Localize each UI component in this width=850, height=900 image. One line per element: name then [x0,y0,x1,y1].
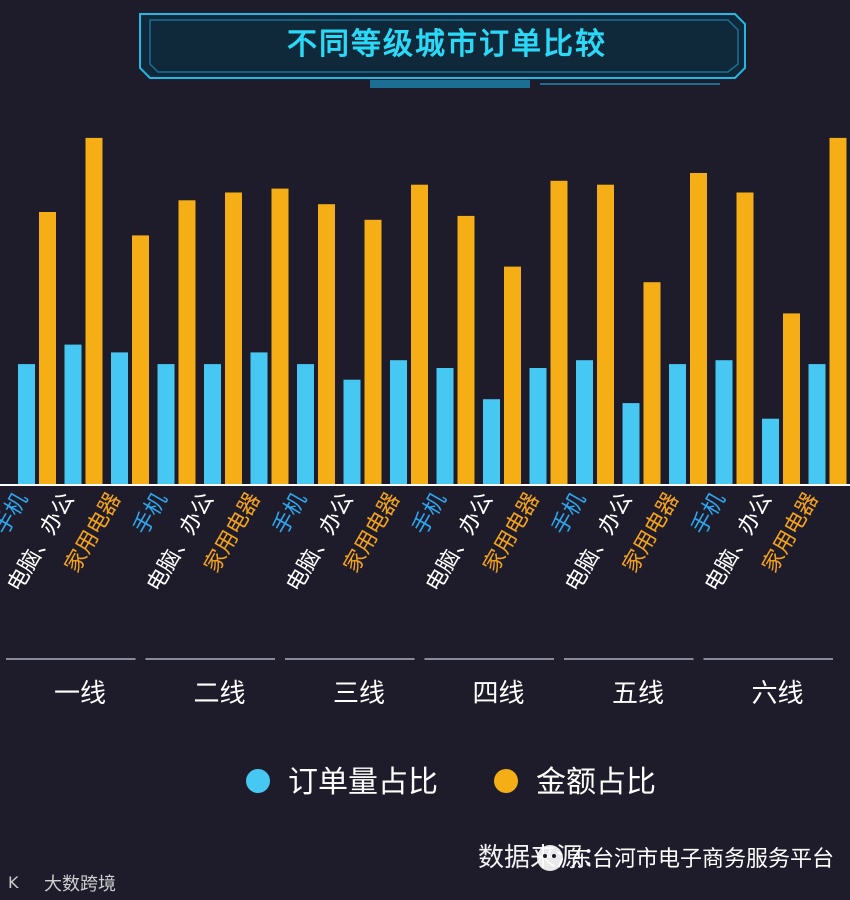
bar-orders-g2-phone [157,364,175,485]
subcategory-label-g5-phone: 手机 [548,489,592,540]
legend-label-orders: 订单量占比 [288,765,438,800]
wechat-icon [537,845,563,871]
corner-logo-icon: K [8,873,19,892]
group-label-g5: 五线 [612,679,664,709]
bar-orders-g3-appliance [390,360,407,485]
bar-amount-g6-appliance [829,137,847,485]
bar-orders-g2-appliance [250,352,268,485]
bar-amount-g4-computer-office [504,266,521,485]
bar-orders-g3-phone [297,364,314,485]
bar-amount-g3-phone [318,204,335,485]
bar-amount-g1-phone [39,212,56,485]
corner-watermark-text: 大数跨境 [44,874,116,895]
bar-orders-g4-phone [436,368,454,485]
bar-amount-g1-appliance [132,235,149,485]
group-label-g3: 三线 [333,679,385,709]
bar-amount-g2-appliance [271,188,289,485]
corner-watermark: K 大数跨境 [8,873,116,895]
bar-amount-g3-appliance [411,184,428,485]
bar-amount-g4-phone [457,215,475,485]
legend: 订单量占比 金额占比 [246,765,656,800]
bar-orders-g1-phone [18,364,35,485]
bar-orders-g6-computer-office [762,418,779,485]
wechat-watermark-text: 东台河市电子商务服务平台 [570,847,834,872]
bar-orders-g5-computer-office [622,403,640,485]
bar-orders-g2-computer-office [204,364,221,485]
legend-swatch-orders [246,769,270,793]
bar-amount-g5-appliance [690,173,707,485]
bar-amount-g3-computer-office [364,219,382,486]
bar-amount-g2-phone [178,200,196,486]
group-label-g6: 六线 [751,679,803,709]
bar-amount-g5-computer-office [643,282,661,485]
bar-orders-g1-computer-office [64,344,82,485]
legend-label-amount: 金额占比 [536,765,656,800]
bar-amount-g4-appliance [550,180,568,486]
wechat-watermark: 东台河市电子商务服务平台 [537,845,834,872]
bar-amount-g2-computer-office [225,192,242,485]
group-label-g2: 二线 [193,679,245,709]
title-frame: 不同等级城市订单比较 [0,0,850,110]
subcategory-label-g6-phone: 手机 [687,489,731,540]
bar-orders-g4-computer-office [483,399,500,485]
bar-orders-g6-appliance [808,364,826,485]
chart-title: 不同等级城市订单比较 [287,27,607,62]
subcategory-label-g3-phone: 手机 [269,489,313,540]
subcategory-label-g4-phone: 手机 [408,489,452,540]
legend-swatch-amount [494,769,518,793]
group-label-g4: 四线 [472,679,524,709]
bar-amount-g5-phone [597,184,614,485]
bars-layer [18,137,847,486]
bar-orders-g4-appliance [529,368,547,485]
subcategory-label-g2-phone: 手机 [129,489,173,540]
subcategory-label-g1-phone: 手机 [0,489,33,540]
group-label-g1: 一线 [54,679,106,709]
bar-orders-g1-appliance [111,352,128,485]
bar-orders-g3-computer-office [343,379,361,485]
group-labels: 一线 二线 三线 四线 五线 六线 [6,658,833,709]
bar-amount-g6-computer-office [783,313,800,485]
bar-orders-g5-phone [576,360,593,485]
bar-orders-g6-phone [715,360,733,485]
bar-amount-g6-phone [736,192,754,485]
bar-orders-g5-appliance [669,364,686,485]
bar-amount-g1-computer-office [85,137,103,485]
